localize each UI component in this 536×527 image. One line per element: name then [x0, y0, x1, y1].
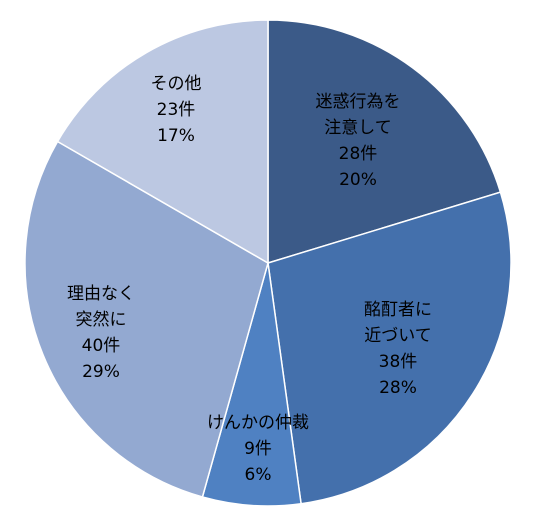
slice-label-3: 理由なく突然に 40件 29%	[67, 284, 135, 382]
slice-label-2: けんかの仲裁 9件 6%	[207, 413, 309, 485]
slice-label-1: 酩酊者に近づいて 38件 28%	[364, 300, 432, 398]
slice-label-4: その他 23件 17%	[151, 74, 202, 146]
pie-slice-3	[24, 140, 269, 498]
pie-slice-0	[267, 19, 502, 265]
pie-slice-1	[267, 191, 512, 505]
slice-label-0: 迷惑行為を注意して 28件 20%	[316, 92, 401, 190]
pie-slice-4	[56, 19, 269, 265]
